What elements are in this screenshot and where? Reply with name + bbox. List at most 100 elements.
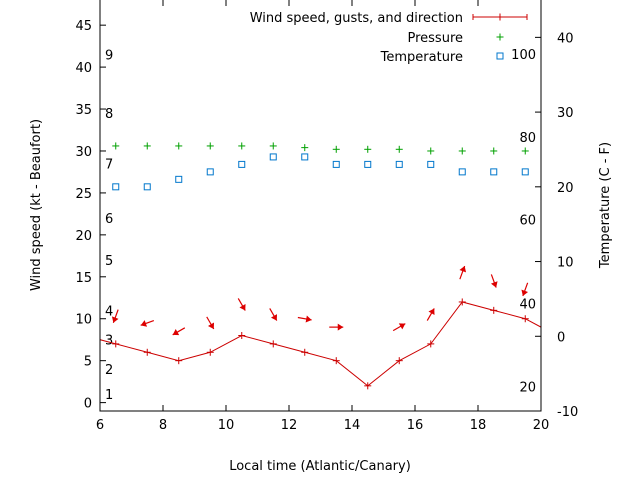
wind-arrow-head bbox=[459, 266, 467, 273]
legend-marker bbox=[496, 52, 504, 60]
wind-arrow bbox=[490, 274, 498, 288]
beaufort-label: 5 bbox=[105, 254, 113, 269]
wind-speed-point bbox=[143, 348, 151, 356]
wind-arrow bbox=[237, 298, 246, 311]
pressure-point bbox=[143, 142, 151, 150]
tick-labels: 6 8 10 12 14 16 18 20051015202530354045-1001020… bbox=[75, 19, 578, 433]
wind-arrow bbox=[206, 316, 215, 330]
temperature-point bbox=[206, 168, 214, 176]
wind-speed-point bbox=[332, 357, 340, 365]
temperature-point bbox=[332, 160, 340, 168]
wind-arrow-head bbox=[111, 316, 119, 323]
legend: Wind speed, gusts, and direction Pressure… bbox=[250, 11, 528, 65]
pressure-point bbox=[364, 145, 372, 153]
wind-speed-point bbox=[364, 382, 372, 390]
x-tick-label: 16 bbox=[407, 418, 424, 433]
wind-arrow bbox=[459, 265, 467, 280]
temperature-point bbox=[143, 183, 151, 191]
x-tick-label: 18 bbox=[470, 418, 487, 433]
temperature-point bbox=[238, 160, 246, 168]
temperature-point bbox=[175, 175, 183, 183]
pressure-point bbox=[269, 142, 277, 150]
pressure-point bbox=[332, 145, 340, 153]
wind-direction-arrows bbox=[111, 265, 529, 336]
x-tick-label: 6 bbox=[96, 418, 104, 433]
beaufort-label: 7 bbox=[105, 158, 113, 173]
pressure-point bbox=[301, 144, 309, 152]
wind-arrow-head bbox=[521, 289, 529, 296]
x-tick-label: 20 bbox=[533, 418, 550, 433]
wind-arrow-head bbox=[398, 323, 406, 330]
x-tick-label: 14 bbox=[344, 418, 361, 433]
legend-label: Pressure bbox=[407, 31, 463, 46]
wind-speed-point bbox=[112, 340, 120, 348]
pressure-point bbox=[395, 145, 403, 153]
wind-speed-point bbox=[427, 340, 435, 348]
y-tick-label-left: 35 bbox=[75, 103, 92, 118]
x-tick-label: 10 bbox=[218, 418, 235, 433]
fahrenheit-label: 20 bbox=[519, 380, 536, 395]
y-axis-label-right: Temperature (C - F) bbox=[598, 142, 613, 269]
legend-marker bbox=[496, 13, 504, 21]
legend-entry: Wind speed, gusts, and direction bbox=[250, 11, 528, 26]
beaufort-label: 2 bbox=[105, 363, 113, 378]
wind-speed-point bbox=[490, 306, 498, 314]
wind-speed-point bbox=[395, 357, 403, 365]
y-tick-label-left: 25 bbox=[75, 187, 92, 202]
wind-arrow-head bbox=[270, 314, 278, 321]
wind-arrow-head bbox=[239, 304, 246, 311]
legend-entry: Pressure bbox=[407, 31, 504, 46]
temperature-point bbox=[427, 160, 435, 168]
pressure-point bbox=[206, 142, 214, 150]
wind-speed-point bbox=[521, 315, 529, 323]
wind-arrow bbox=[111, 309, 119, 324]
temperature-point bbox=[301, 153, 309, 161]
y-axis-label-left: Wind speed (kt - Beaufort) bbox=[29, 119, 44, 291]
pressure-point bbox=[490, 147, 498, 155]
y-tick-label-left: 20 bbox=[75, 229, 92, 244]
wind-speed-point bbox=[238, 332, 246, 340]
y-tick-label-right: 30 bbox=[557, 106, 574, 121]
wind-speed-point bbox=[269, 340, 277, 348]
y-tick-label-left: 30 bbox=[75, 145, 92, 160]
pressure-point bbox=[112, 142, 120, 150]
beaufort-label: 9 bbox=[105, 49, 113, 64]
y-tick-label-left: 45 bbox=[75, 19, 92, 34]
wind-arrow-head bbox=[305, 315, 312, 323]
wind-arrow bbox=[329, 323, 344, 331]
wind-arrow bbox=[269, 308, 278, 321]
wind-arrow-head bbox=[490, 281, 498, 288]
y-tick-label-right: 0 bbox=[557, 330, 565, 345]
wind-speed-point bbox=[206, 348, 214, 356]
y-tick-label-left: 5 bbox=[84, 355, 92, 370]
x-axis-label: Local time (Atlantic/Canary) bbox=[229, 459, 411, 474]
wind-arrow bbox=[297, 315, 312, 323]
legend-entry: Temperature bbox=[380, 50, 504, 65]
wind-speed-point bbox=[301, 348, 309, 356]
temperature-point bbox=[269, 153, 277, 161]
beaufort-label: 8 bbox=[105, 107, 113, 122]
wind-speed-point bbox=[458, 298, 466, 306]
wind-speed-line bbox=[100, 301, 541, 387]
pressure-point bbox=[238, 142, 246, 150]
wind-arrow-head bbox=[428, 308, 435, 315]
y-tick-label-left: 0 bbox=[84, 397, 92, 412]
y-tick-label-right: 10 bbox=[557, 256, 574, 271]
pressure-point bbox=[458, 147, 466, 155]
y-tick-label-right: -10 bbox=[557, 405, 578, 420]
wind-arrow bbox=[392, 323, 406, 332]
wind-arrow-head bbox=[337, 323, 344, 331]
wind-speed-point bbox=[175, 357, 183, 365]
axis-ticks bbox=[99, 0, 542, 412]
legend-marker bbox=[496, 33, 504, 41]
pressure-point bbox=[427, 147, 435, 155]
temperature-point bbox=[521, 168, 529, 176]
pressure-point bbox=[175, 142, 183, 150]
beaufort-label: 1 bbox=[105, 388, 113, 403]
wind-arrow bbox=[521, 282, 529, 297]
temperature-point bbox=[490, 168, 498, 176]
fahrenheit-label: 40 bbox=[519, 297, 536, 312]
fahrenheit-label: 60 bbox=[519, 214, 536, 229]
